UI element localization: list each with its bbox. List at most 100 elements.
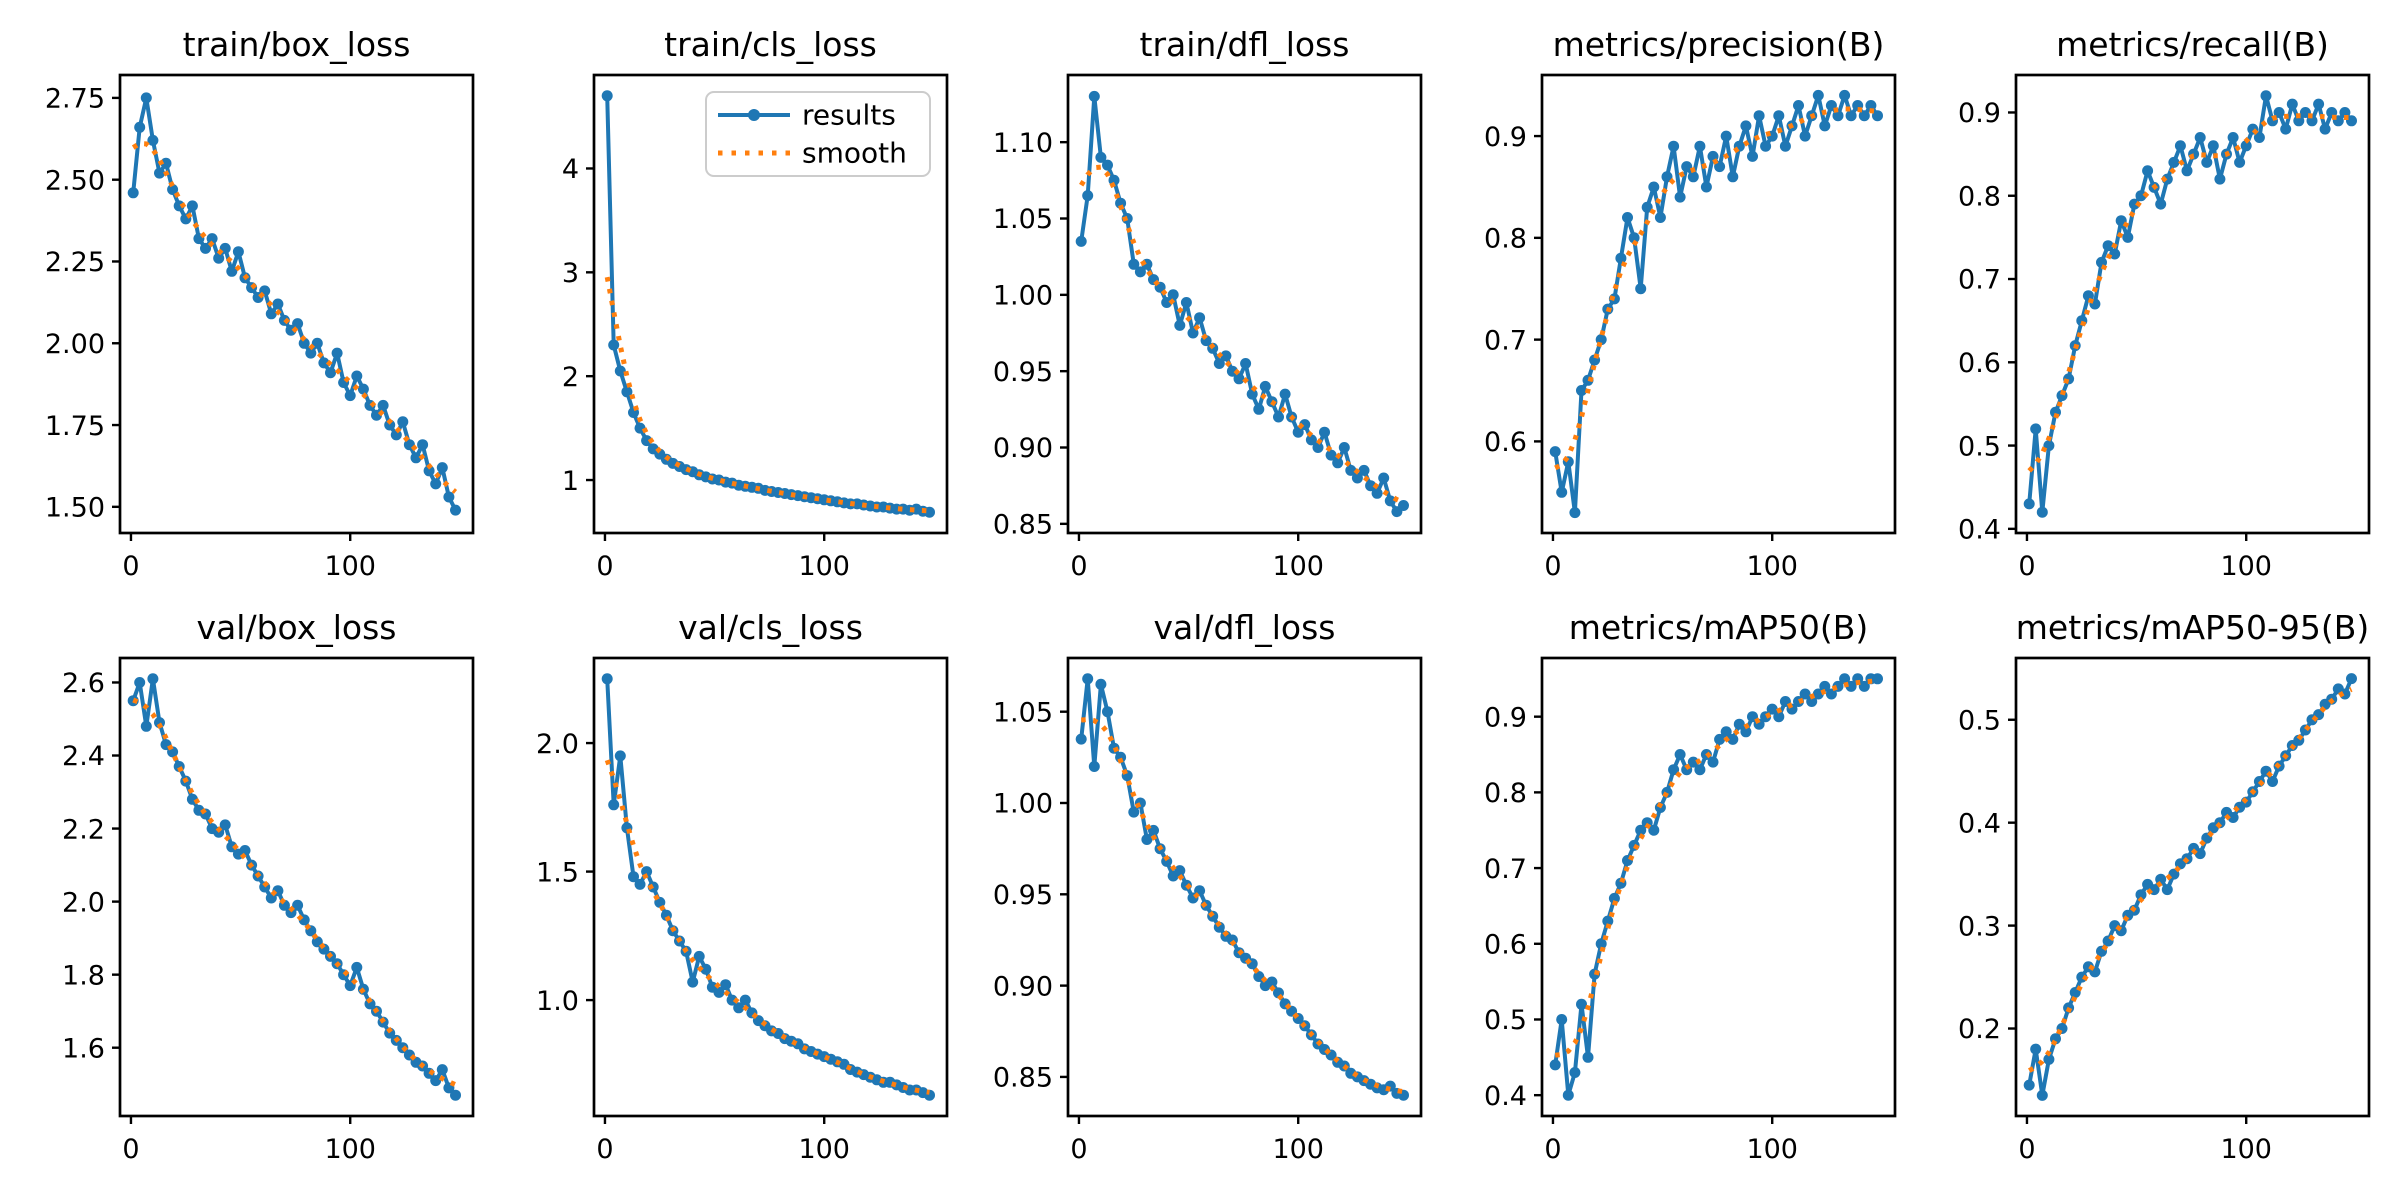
results-marker xyxy=(1141,834,1153,845)
x-tick-label: 100 xyxy=(2220,551,2272,582)
smooth-line xyxy=(604,276,930,514)
results-marker xyxy=(377,399,389,411)
results-marker xyxy=(2174,140,2186,152)
results-marker xyxy=(1681,161,1693,173)
results-marker xyxy=(1779,140,1791,152)
results-marker xyxy=(1694,140,1706,152)
y-tick-label: 2.0 xyxy=(536,729,579,760)
subplot-title: train/dfl_loss xyxy=(1140,25,1350,64)
results-marker xyxy=(2135,190,2147,202)
results-marker xyxy=(443,491,455,503)
results-marker xyxy=(1635,283,1647,295)
results-marker xyxy=(1556,1014,1568,1025)
y-tick-label: 2.6 xyxy=(62,668,105,699)
results-marker xyxy=(1832,110,1844,122)
results-marker xyxy=(1793,100,1804,111)
results-marker xyxy=(1180,297,1192,308)
y-tick-label: 0.3 xyxy=(1958,911,2001,942)
y-tick-label: 2.0 xyxy=(62,887,105,918)
results-marker xyxy=(1556,486,1568,498)
results-marker xyxy=(1760,140,1772,152)
results-marker xyxy=(140,720,152,732)
results-marker xyxy=(292,318,304,330)
subplot-metrics/recall(B): 0.4 0.5 0.6 0.7 0.8 0.9 0 100 metrics/recall(B) xyxy=(1958,25,2371,582)
axes-box xyxy=(1066,73,1423,535)
results-marker xyxy=(608,339,620,351)
results-marker xyxy=(1220,350,1232,362)
subplot-title: metrics/precision(B) xyxy=(1553,25,1885,64)
results-marker xyxy=(2207,140,2219,152)
x-tick-label: 0 xyxy=(1070,1134,1087,1165)
results-marker xyxy=(1727,171,1739,183)
results-marker xyxy=(1635,824,1647,836)
results-marker xyxy=(1082,673,1094,685)
results-marker xyxy=(127,187,139,199)
results-marker xyxy=(1128,806,1140,818)
results-marker xyxy=(2273,107,2285,118)
results-marker xyxy=(1707,756,1719,768)
y-tick-label: 1.00 xyxy=(993,281,1053,312)
results-marker xyxy=(311,337,323,349)
y-tick-label: 0.2 xyxy=(1958,1014,2001,1045)
axes-box xyxy=(1540,656,1897,1118)
x-tick-label: 0 xyxy=(1544,1134,1561,1165)
results-marker xyxy=(1325,449,1337,461)
results-marker xyxy=(2253,132,2265,143)
results-marker xyxy=(1174,865,1186,877)
results-marker xyxy=(1549,1059,1561,1071)
results-marker xyxy=(601,673,613,685)
results-marker xyxy=(2346,673,2357,685)
results-marker xyxy=(1338,442,1350,453)
results-marker xyxy=(1345,464,1357,476)
results-marker xyxy=(1687,171,1699,183)
results-marker xyxy=(147,673,159,685)
subplot-title: val/box_loss xyxy=(197,608,397,647)
results-marker xyxy=(2036,506,2048,518)
x-tick-label: 100 xyxy=(798,551,850,582)
results-marker xyxy=(1240,358,1252,369)
results-marker xyxy=(601,90,613,102)
results-marker xyxy=(2181,165,2193,177)
results-marker xyxy=(239,845,251,856)
results-marker xyxy=(1766,703,1778,715)
results-marker xyxy=(2299,724,2311,736)
y-tick-label: 2.4 xyxy=(62,741,105,772)
y-tick-label: 1.8 xyxy=(62,960,105,991)
x-tick-label: 100 xyxy=(798,1134,850,1165)
y-tick-label: 2.00 xyxy=(45,329,105,360)
results-marker xyxy=(720,979,732,991)
y-tick-label: 0.85 xyxy=(993,510,1053,541)
results-marker xyxy=(2135,889,2147,901)
results-marker xyxy=(2267,776,2278,787)
results-marker xyxy=(1740,726,1752,738)
subplot-train/dfl_loss: 0.85 0.90 0.95 1.00 1.05 1.10 0 100 train/dfl_lo… xyxy=(993,25,1423,582)
results-marker xyxy=(2293,115,2305,127)
axes-box xyxy=(592,656,949,1118)
y-tick-label: 0.5 xyxy=(1958,431,2001,462)
results-marker xyxy=(1213,358,1225,369)
results-marker xyxy=(1602,915,1614,927)
results-marker xyxy=(331,347,343,359)
results-marker xyxy=(1733,718,1745,730)
results-marker xyxy=(1812,89,1824,101)
x-tick-label: 100 xyxy=(324,551,376,582)
y-tick-label: 1.75 xyxy=(45,411,105,442)
smooth-line xyxy=(1554,106,1878,471)
results-marker xyxy=(325,367,336,379)
results-marker xyxy=(1134,266,1146,278)
subplot-val/dfl_loss: 0.85 0.90 0.95 1.00 1.05 0 100 val/dfl_loss xyxy=(993,608,1423,1165)
results-marker xyxy=(1108,174,1120,186)
results-marker xyxy=(2122,231,2134,243)
results-marker xyxy=(1102,159,1113,171)
subplot-title: val/cls_loss xyxy=(678,608,863,647)
subplot-metrics/mAP50(B): 0.4 0.5 0.6 0.7 0.8 0.9 0 100 metrics/mAP50(B) xyxy=(1484,608,1897,1165)
y-tick-label: 0.4 xyxy=(1958,515,2001,546)
axes-box xyxy=(1540,73,1897,535)
axes-box xyxy=(118,73,475,535)
subplot-title: val/dfl_loss xyxy=(1153,608,1335,647)
results-marker xyxy=(614,365,626,377)
results-marker xyxy=(1075,235,1087,247)
results-marker xyxy=(1595,938,1607,950)
axes-box xyxy=(592,73,949,535)
